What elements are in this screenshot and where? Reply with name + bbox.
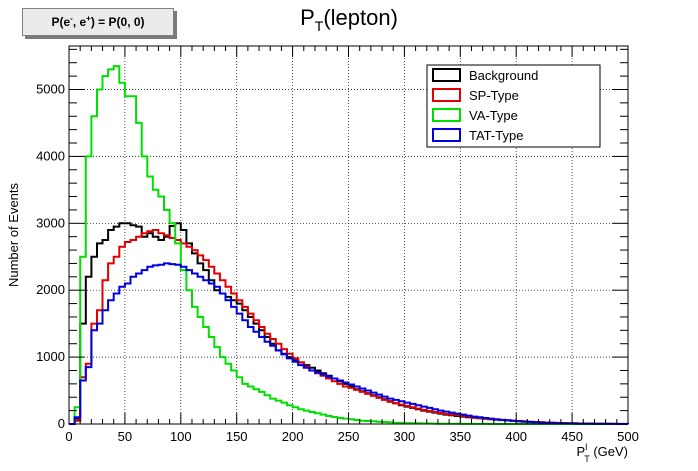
series-tat-type-line [69,262,628,425]
legend-swatch [432,68,461,82]
legend-box [426,64,601,148]
x-tick-label: 0 [65,429,72,444]
legend-swatch [432,128,461,142]
x-tick-label: 500 [617,429,639,444]
legend-label: VA-Type [469,108,518,123]
y-tick-label: 0 [58,416,65,431]
legend-swatch [432,108,461,122]
axis-ticks: 0 50 100 150 200 250 300 350 400 450 5000100020003… [36,46,639,444]
y-tick-label: 3000 [36,215,65,230]
y-tick-label: 5000 [36,81,65,96]
legend: Background SP-Type VA-Type TAT-Type [426,64,601,148]
x-tick-label: 400 [505,429,527,444]
x-axis-label: Pl T (GeV) [577,442,628,464]
chart-title: PT(lepton) [300,5,398,34]
legend-label: SP-Type [469,88,519,103]
y-tick-label: 4000 [36,148,65,163]
x-tick-label: 50 [118,429,132,444]
x-tick-label: 100 [170,429,192,444]
legend-label: Background [469,68,538,83]
y-tick-label: 2000 [36,282,65,297]
y-axis-label: Number of Events [6,182,21,287]
y-tick-label: 1000 [36,349,65,364]
x-tick-label: 350 [449,429,471,444]
legend-swatch [432,88,461,102]
x-tick-label: 200 [282,429,304,444]
x-tick-label: 450 [561,429,583,444]
legend-label: TAT-Type [469,128,523,143]
x-tick-label: 150 [226,429,248,444]
x-tick-label: 250 [338,429,360,444]
x-tick-label: 300 [394,429,416,444]
parameter-box: P(e-, e+) = P(0, 0) [22,8,174,36]
